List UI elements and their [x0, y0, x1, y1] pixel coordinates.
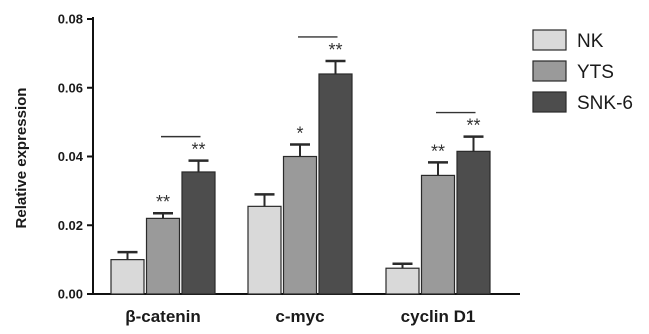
y-tick-label: 0.04 [58, 149, 84, 164]
bar-snk-6 [181, 171, 216, 295]
y-tick-label: 0.06 [58, 80, 83, 95]
bar-yts [145, 217, 181, 295]
legend-swatch [532, 91, 567, 113]
y-axis-label: Relative expression [13, 88, 30, 229]
bar-yts [282, 155, 318, 295]
legend-swatch [532, 60, 567, 82]
bar-nk [110, 259, 145, 295]
significance-label: ** [156, 192, 170, 212]
legend-label: YTS [577, 62, 614, 83]
significance-label: ** [466, 116, 480, 136]
legend-label: NK [577, 31, 604, 52]
significance-label: ** [431, 141, 445, 161]
bar-nk [385, 267, 420, 295]
x-category-label: β-catenin [125, 307, 201, 326]
significance-label: * [296, 123, 303, 143]
legend-label: SNK-6 [577, 93, 633, 114]
labels: ****β-catenin***c-myc****cyclin D1 [125, 36, 481, 326]
x-category-label: cyclin D1 [401, 307, 476, 326]
bar-yts [420, 174, 456, 295]
legend: NK YTS SNK-6 [532, 29, 633, 114]
bar-nk [247, 205, 282, 295]
y-tick-label: 0.00 [58, 287, 83, 302]
y-tick-label: 0.02 [58, 218, 83, 233]
bars [110, 59, 491, 295]
bar-snk-6 [318, 73, 353, 295]
x-category-label: c-myc [275, 307, 324, 326]
significance-label: ** [191, 140, 205, 160]
bar-snk-6 [456, 150, 491, 295]
legend-swatch [532, 29, 567, 51]
significance-label: ** [328, 40, 342, 60]
y-tick-label: 0.08 [58, 12, 83, 27]
